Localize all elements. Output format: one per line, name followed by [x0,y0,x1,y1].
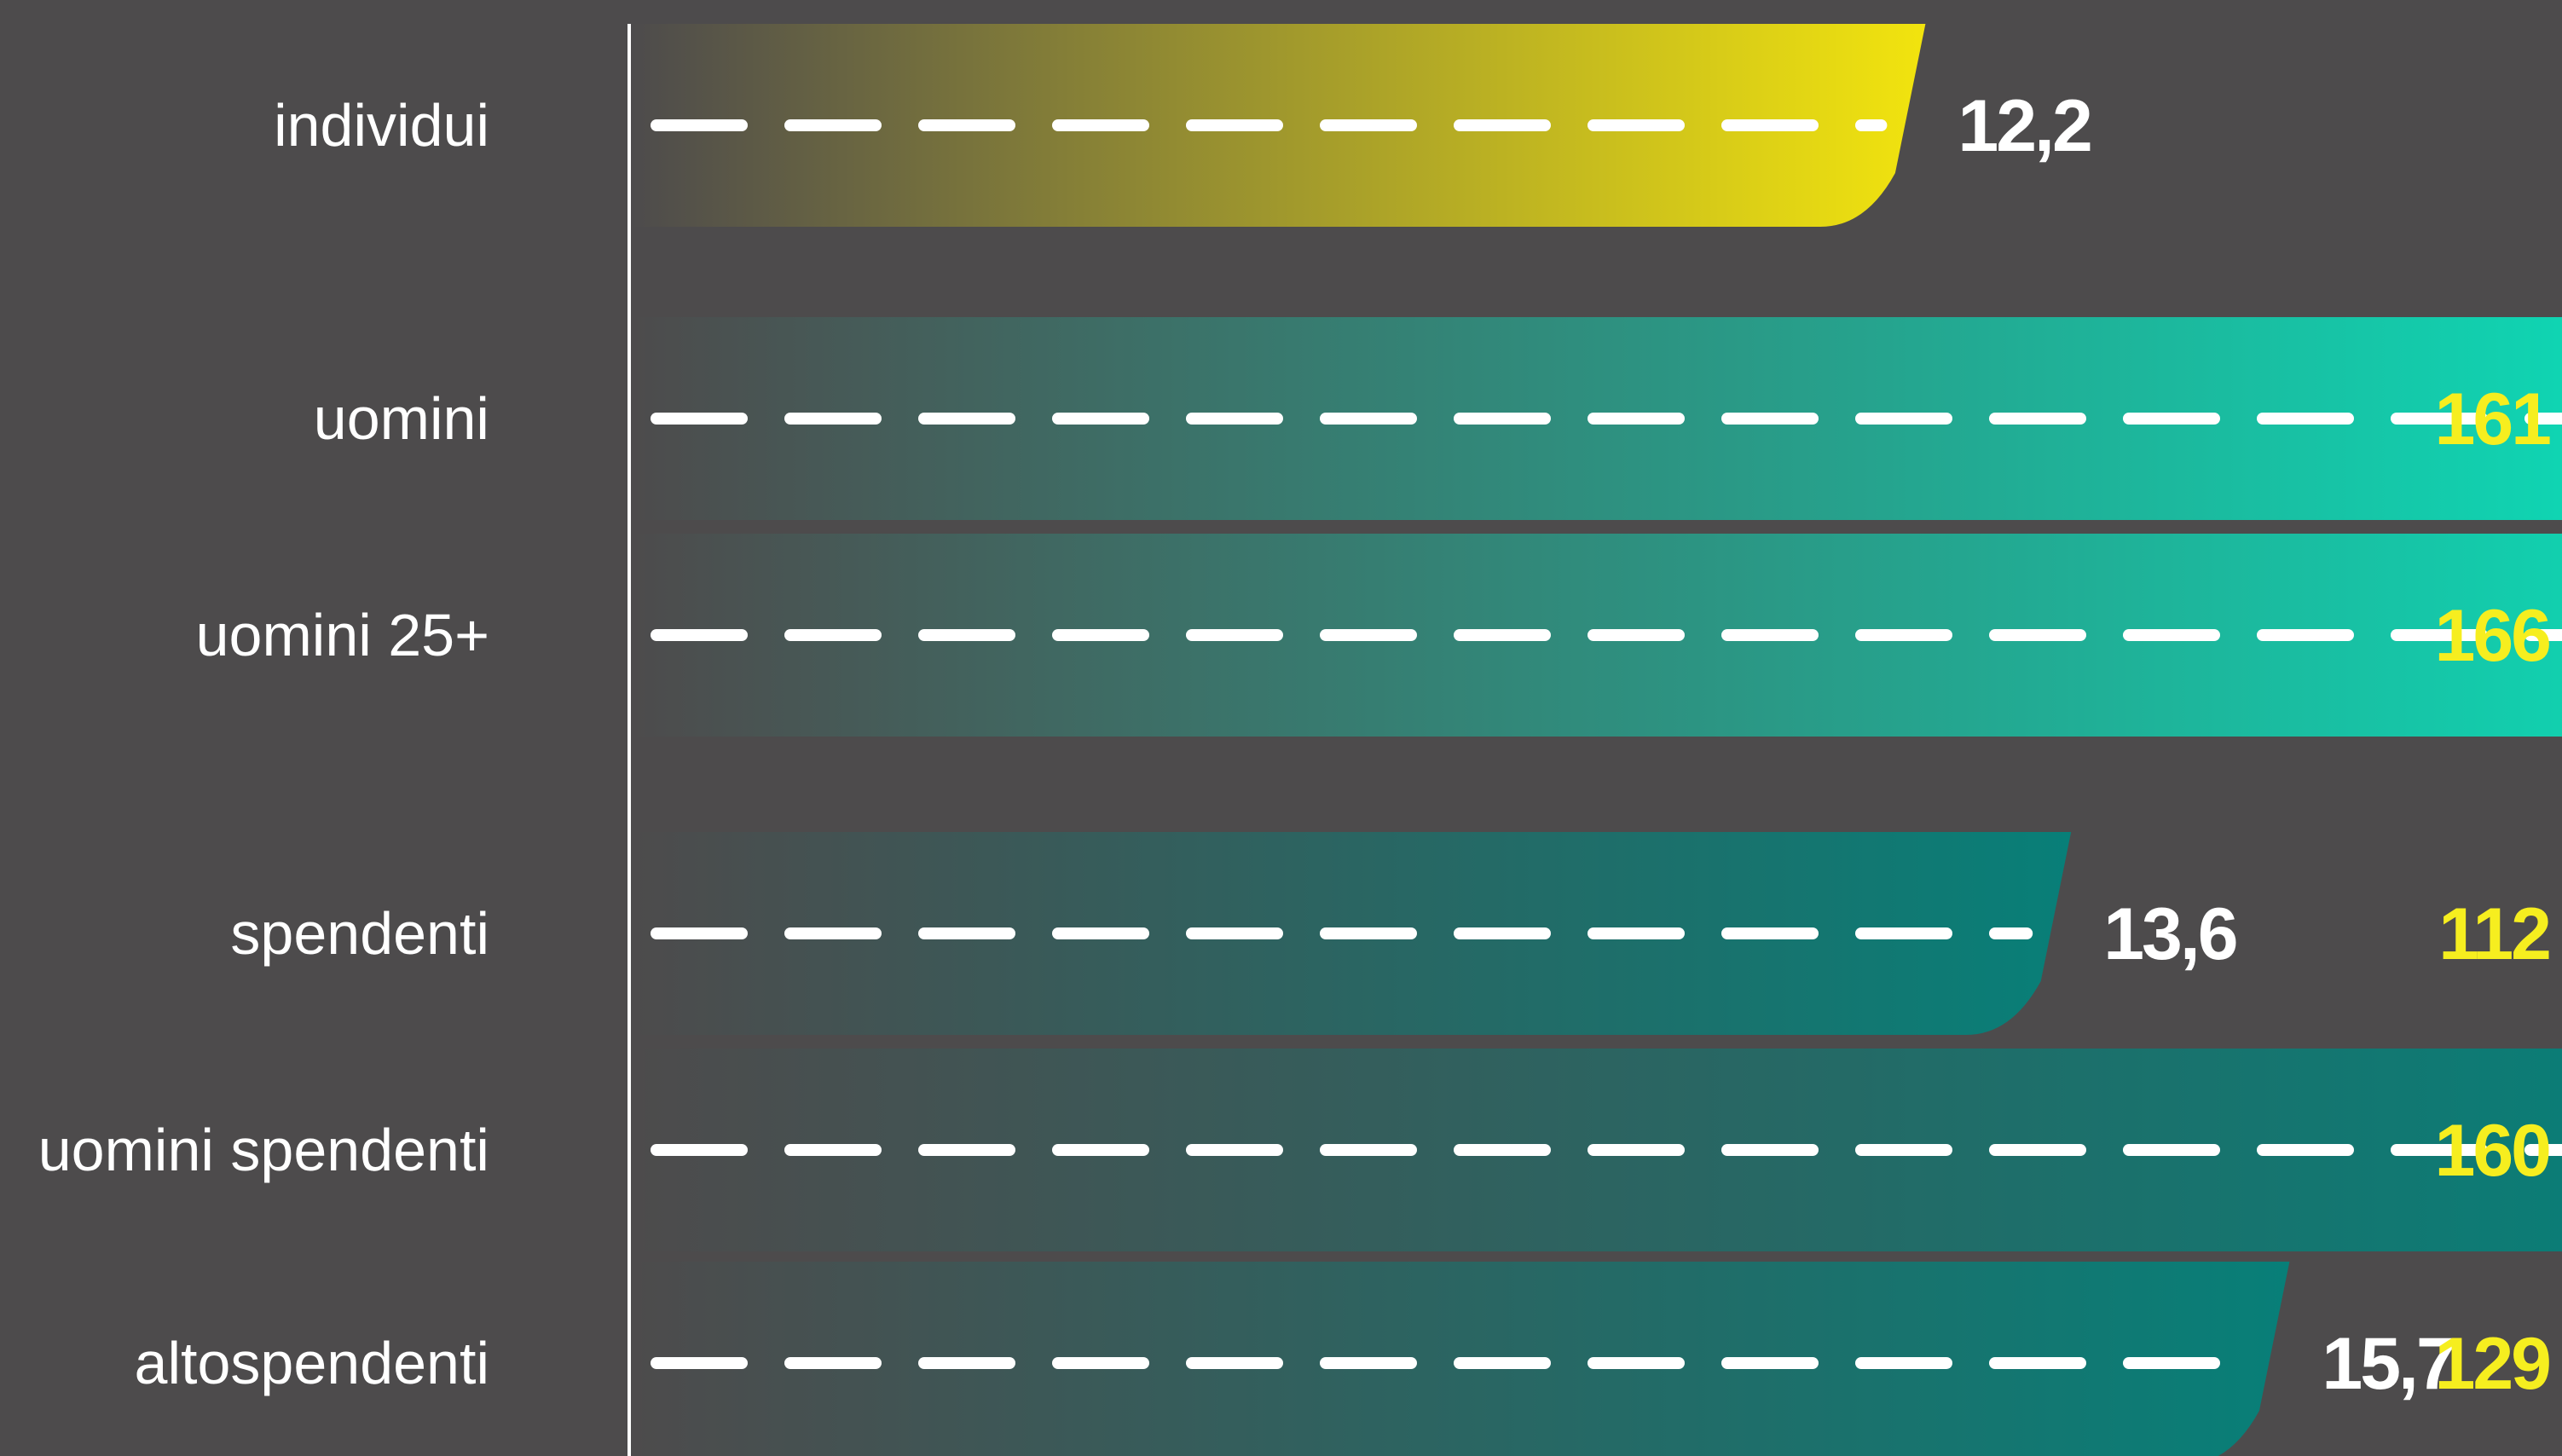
value-label: 12,2 [1958,85,2091,167]
category-label: spendenti [230,900,489,967]
index-label: 129 [2435,1323,2550,1405]
category-label: uomini 25+ [196,602,489,668]
category-label: individui [274,92,489,159]
index-label: 166 [2435,595,2550,677]
value-label: 15,7 [2322,1323,2455,1405]
value-label: 13,6 [2103,893,2236,975]
category-label: altospendenti [135,1330,489,1396]
index-label: 161 [2435,378,2551,460]
index-label: 112 [2438,893,2549,975]
category-label: uomini [314,385,489,452]
index-label: 160 [2435,1110,2550,1192]
category-label: uomini spendenti [38,1117,489,1183]
